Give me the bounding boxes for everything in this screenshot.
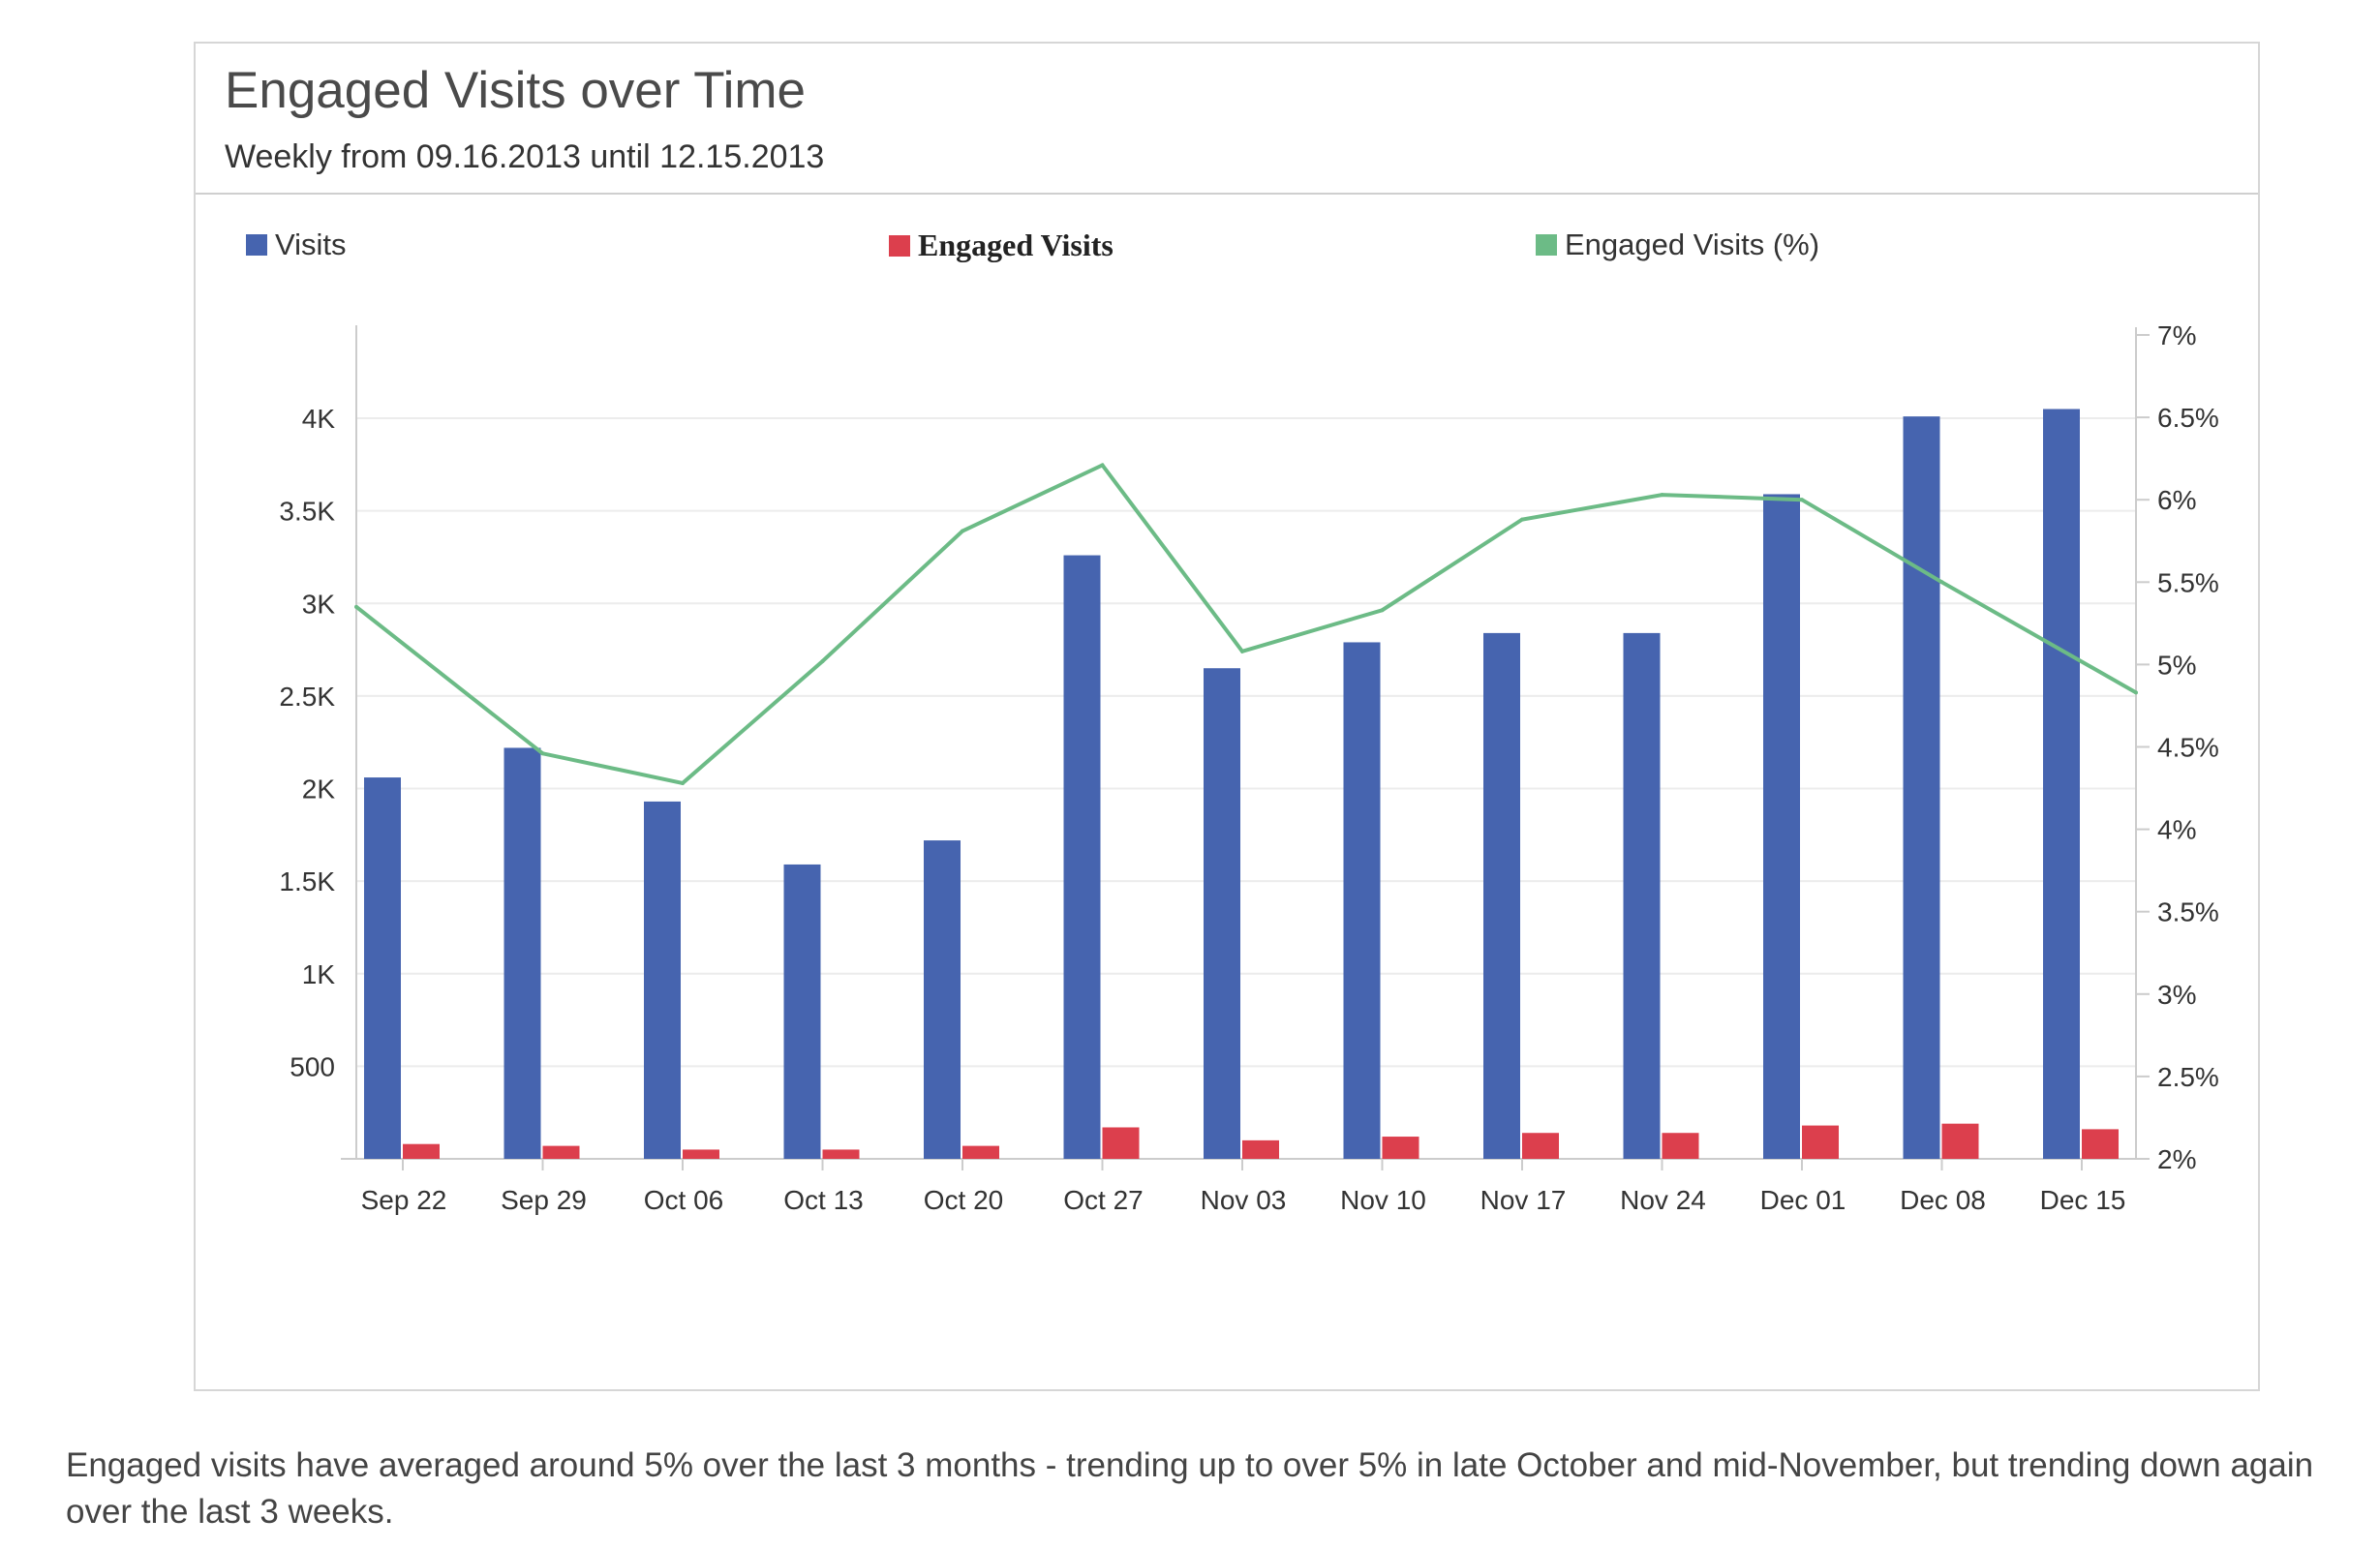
point-engaged-visits-pct bbox=[961, 529, 964, 533]
point-engaged-visits-pct bbox=[1100, 463, 1105, 468]
right-axis-tick-label: 6.5% bbox=[2157, 403, 2219, 433]
bar-visits bbox=[644, 801, 681, 1159]
right-axis-tick-label: 5% bbox=[2157, 650, 2196, 680]
point-engaged-visits-pct bbox=[540, 751, 545, 756]
bar-visits bbox=[1903, 416, 1940, 1160]
point-engaged-visits-pct bbox=[354, 604, 358, 609]
left-axis-tick-label: 1K bbox=[302, 959, 336, 989]
x-axis-tick-label: Sep 22 bbox=[361, 1185, 447, 1215]
bar-engaged-visits bbox=[2082, 1129, 2119, 1159]
chart-card: Engaged Visits over Time Weekly from 09.… bbox=[194, 42, 2260, 1391]
x-axis-tick-label: Oct 13 bbox=[783, 1185, 863, 1215]
left-axis-tick-label: 3.5K bbox=[279, 497, 335, 527]
left-axis-tick-label: 1.5K bbox=[279, 866, 335, 896]
bar-visits bbox=[783, 864, 821, 1159]
bar-engaged-visits bbox=[542, 1145, 580, 1159]
x-axis-tick-label: Dec 01 bbox=[1760, 1185, 1846, 1215]
right-axis-tick-label: 3.5% bbox=[2157, 897, 2219, 927]
left-axis-tick-label: 4K bbox=[302, 404, 336, 434]
bar-visits bbox=[924, 840, 961, 1159]
bar-engaged-visits bbox=[1522, 1133, 1559, 1159]
legend-label-engaged-visits: Engaged Visits bbox=[918, 228, 1114, 262]
chart-subtitle: Weekly from 09.16.2013 until 12.15.2013 bbox=[225, 138, 825, 175]
x-axis-tick-label: Oct 27 bbox=[1063, 1185, 1143, 1215]
legend-swatch-visits bbox=[246, 234, 267, 256]
left-axis-tick-label: 2K bbox=[302, 774, 336, 805]
bar-engaged-visits bbox=[1382, 1137, 1419, 1159]
bar-visits bbox=[364, 777, 401, 1159]
x-axis-tick-label: Nov 17 bbox=[1480, 1185, 1567, 1215]
bar-engaged-visits bbox=[1662, 1133, 1699, 1159]
x-axis-tick-label: Sep 29 bbox=[501, 1185, 587, 1215]
bar-engaged-visits bbox=[1102, 1127, 1140, 1159]
bar-engaged-visits bbox=[1242, 1139, 1279, 1159]
legend-label-visits: Visits bbox=[275, 228, 347, 261]
x-axis-tick-label: Oct 20 bbox=[924, 1185, 1003, 1215]
right-axis-tick-label: 2.5% bbox=[2157, 1062, 2219, 1092]
chart-header: Engaged Visits over Time Weekly from 09.… bbox=[196, 44, 2258, 195]
bar-engaged-visits bbox=[962, 1145, 999, 1159]
point-engaged-visits-pct bbox=[1380, 608, 1385, 613]
right-axis-tick-label: 4% bbox=[2157, 815, 2196, 845]
chart-title: Engaged Visits over Time bbox=[225, 62, 807, 119]
x-axis-tick-label: Nov 03 bbox=[1201, 1185, 1287, 1215]
x-axis-tick-label: Oct 06 bbox=[644, 1185, 723, 1215]
x-axis-tick-label: Nov 24 bbox=[1620, 1185, 1706, 1215]
point-engaged-visits-pct bbox=[820, 658, 825, 663]
legend-swatch-engaged-visits-pct bbox=[1536, 234, 1557, 256]
bar-engaged-visits bbox=[403, 1143, 440, 1159]
bar-visits bbox=[1623, 632, 1661, 1159]
point-engaged-visits-pct bbox=[681, 780, 685, 785]
right-axis-tick-label: 3% bbox=[2157, 980, 2196, 1010]
bar-visits bbox=[2043, 409, 2080, 1159]
point-engaged-visits-pct bbox=[1660, 493, 1664, 498]
bar-engaged-visits bbox=[1941, 1123, 1979, 1159]
bar-engaged-visits bbox=[822, 1149, 860, 1159]
combo-chart: 500 1K 1.5K 2K 2.5K 3K 3.5K 4K 2% 2.5% 3% 3.5% 4% 4.5… bbox=[279, 320, 2219, 1215]
bar-visits bbox=[1063, 555, 1101, 1159]
right-axis-tick-label: 6% bbox=[2157, 485, 2196, 515]
bar-engaged-visits bbox=[1802, 1125, 1839, 1159]
bar-visits bbox=[1343, 642, 1381, 1159]
legend-label-engaged-visits-pct: Engaged Visits (%) bbox=[1565, 228, 1820, 261]
right-axis-tick-label: 4.5% bbox=[2157, 733, 2219, 763]
left-axis-tick-label: 500 bbox=[290, 1051, 335, 1081]
point-engaged-visits-pct bbox=[1939, 580, 1944, 585]
point-engaged-visits-pct bbox=[1520, 517, 1524, 522]
right-axis-tick-label: 7% bbox=[2157, 320, 2196, 350]
line-engaged-visits-pct bbox=[354, 462, 2137, 786]
bar-visits bbox=[1763, 494, 1800, 1160]
bar-visits bbox=[1204, 668, 1240, 1159]
x-axis-tick-label: Dec 08 bbox=[1900, 1185, 1986, 1215]
bar-visits bbox=[503, 747, 541, 1159]
right-axis-tick-label: 2% bbox=[2157, 1144, 2196, 1174]
chart-caption: Engaged visits have averaged around 5% o… bbox=[66, 1446, 2314, 1531]
point-engaged-visits-pct bbox=[1240, 649, 1244, 653]
legend-item-visits[interactable]: Visits bbox=[246, 228, 347, 262]
bar-visits bbox=[1483, 632, 1520, 1159]
left-axis-tick-label: 3K bbox=[302, 589, 336, 619]
bar-engaged-visits bbox=[683, 1149, 719, 1159]
right-axis-tick-label: 5.5% bbox=[2157, 567, 2219, 597]
x-axis-tick-label: Dec 15 bbox=[2040, 1185, 2126, 1215]
legend-swatch-engaged-visits bbox=[889, 234, 910, 257]
legend-item-engaged-visits[interactable]: Engaged Visits bbox=[889, 228, 1114, 263]
point-engaged-visits-pct bbox=[2134, 690, 2138, 695]
x-axis-tick-label: Nov 10 bbox=[1340, 1185, 1426, 1215]
legend-item-engaged-visits-pct[interactable]: Engaged Visits (%) bbox=[1536, 228, 1819, 262]
point-engaged-visits-pct bbox=[1800, 498, 1804, 502]
left-axis-tick-label: 2.5K bbox=[279, 682, 335, 712]
